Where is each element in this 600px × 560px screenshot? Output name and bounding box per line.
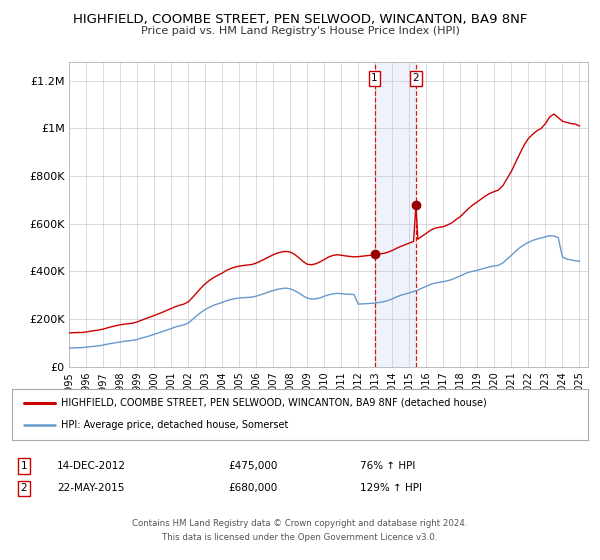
Text: 1: 1 xyxy=(20,461,28,471)
Text: Price paid vs. HM Land Registry's House Price Index (HPI): Price paid vs. HM Land Registry's House … xyxy=(140,26,460,36)
Text: HPI: Average price, detached house, Somerset: HPI: Average price, detached house, Some… xyxy=(61,421,289,431)
Text: £680,000: £680,000 xyxy=(228,483,277,493)
Text: 2: 2 xyxy=(413,73,419,83)
Bar xyxy=(374,62,416,367)
Text: 129% ↑ HPI: 129% ↑ HPI xyxy=(360,483,422,493)
Text: £475,000: £475,000 xyxy=(228,461,277,471)
Text: 2: 2 xyxy=(20,483,28,493)
Text: Contains HM Land Registry data © Crown copyright and database right 2024.: Contains HM Land Registry data © Crown c… xyxy=(132,519,468,528)
Text: 1: 1 xyxy=(371,73,378,83)
Text: 22-MAY-2015: 22-MAY-2015 xyxy=(57,483,124,493)
Text: This data is licensed under the Open Government Licence v3.0.: This data is licensed under the Open Gov… xyxy=(163,533,437,542)
Text: 14-DEC-2012: 14-DEC-2012 xyxy=(57,461,126,471)
Text: HIGHFIELD, COOMBE STREET, PEN SELWOOD, WINCANTON, BA9 8NF: HIGHFIELD, COOMBE STREET, PEN SELWOOD, W… xyxy=(73,13,527,26)
Text: HIGHFIELD, COOMBE STREET, PEN SELWOOD, WINCANTON, BA9 8NF (detached house): HIGHFIELD, COOMBE STREET, PEN SELWOOD, W… xyxy=(61,398,487,408)
Text: 76% ↑ HPI: 76% ↑ HPI xyxy=(360,461,415,471)
